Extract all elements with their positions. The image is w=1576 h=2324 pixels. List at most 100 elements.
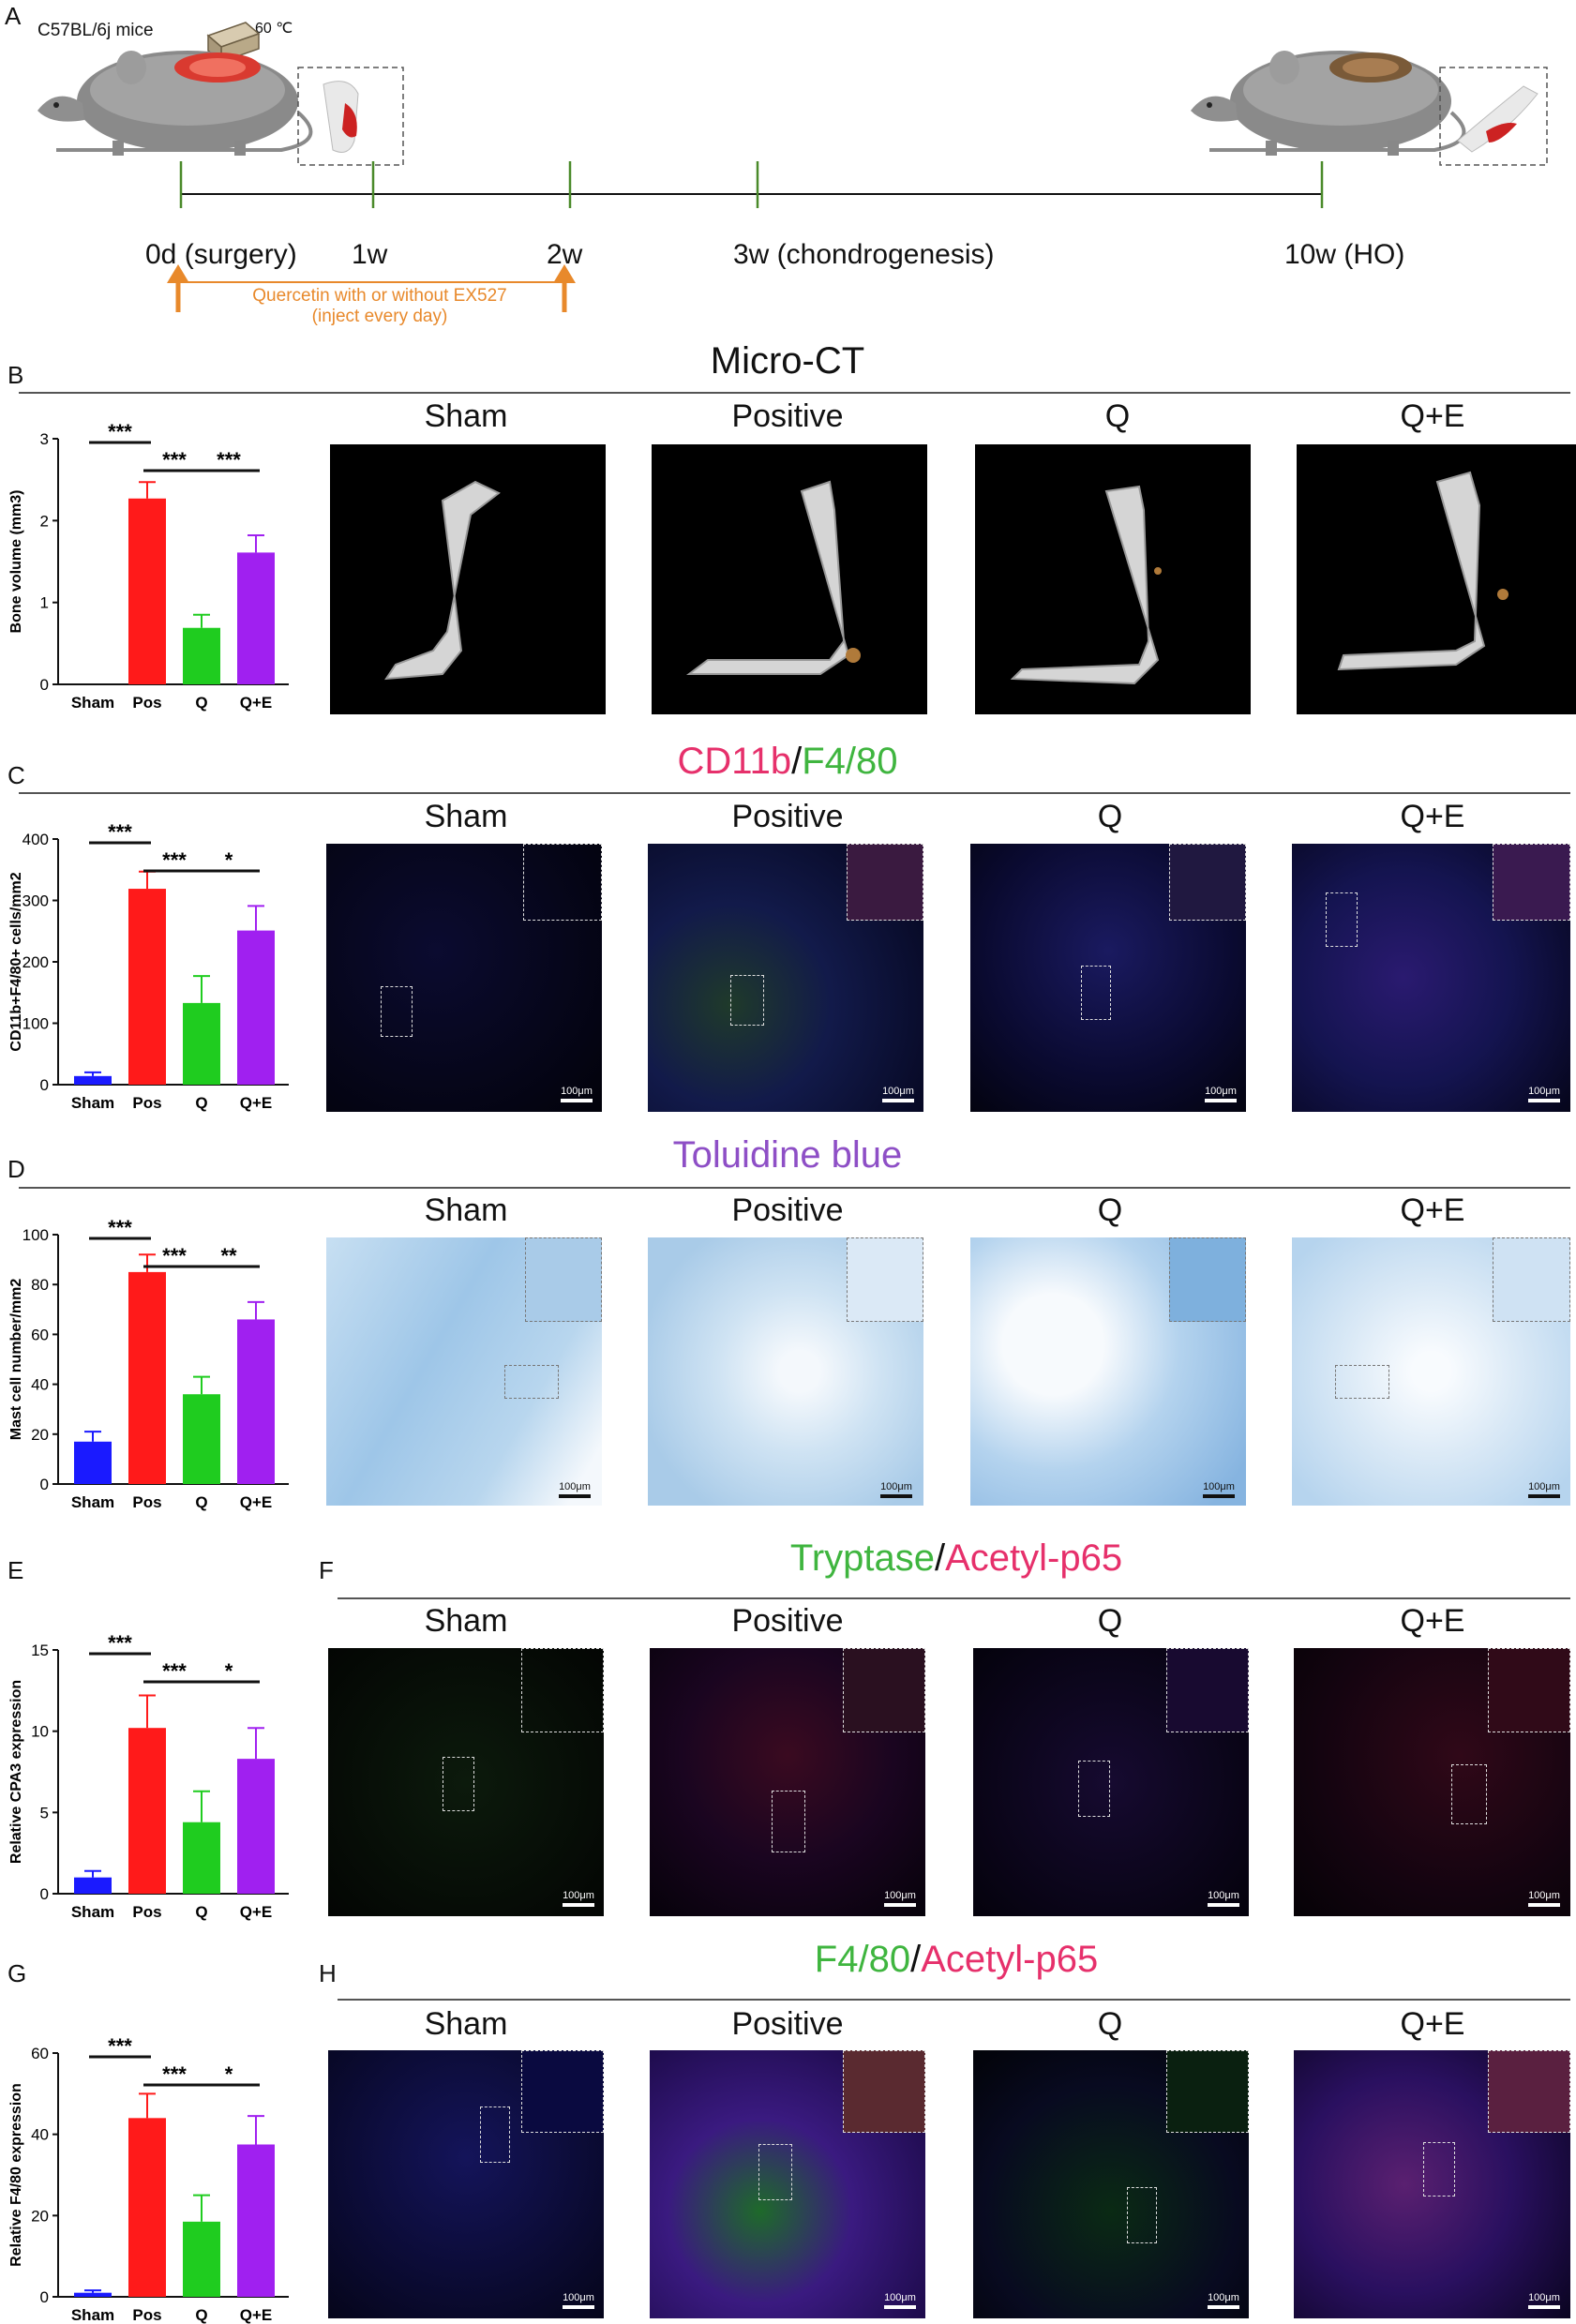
bar-pos bbox=[128, 1271, 166, 1484]
x-tick-label: Pos bbox=[132, 1493, 161, 1511]
bar-q bbox=[183, 1002, 220, 1085]
scale-label: 100μm bbox=[882, 1086, 914, 1097]
significance-label: * bbox=[225, 1659, 233, 1683]
scale-label: 100μm bbox=[563, 2292, 594, 2303]
fluor-image-q-c: 100μm bbox=[970, 844, 1246, 1112]
panel-label-h: H bbox=[319, 1959, 337, 1987]
significance-label: *** bbox=[162, 848, 187, 872]
y-tick-label: 2 bbox=[40, 512, 49, 530]
fluor-image-positive-h: 100μm bbox=[650, 2050, 925, 2318]
y-tick-label: 40 bbox=[31, 1376, 49, 1394]
y-tick-label: 0 bbox=[40, 2288, 49, 2306]
title-cd11b: CD11b bbox=[677, 741, 792, 782]
scale-label: 100μm bbox=[884, 1890, 916, 1901]
title-sep-c: / bbox=[791, 741, 803, 782]
divider-h bbox=[338, 1999, 1570, 2001]
x-tick-label: Sham bbox=[71, 2306, 114, 2324]
scale-label: 100μm bbox=[559, 1481, 591, 1492]
x-tick-label: Q bbox=[195, 1493, 207, 1511]
bar-sham bbox=[74, 1075, 112, 1085]
bar-q bbox=[183, 1822, 220, 1894]
header-sham-d: Sham bbox=[424, 1192, 508, 1228]
chart-f480-expression: 0 20 40 60 Relative F4/80 expression Sham Pos Q… bbox=[8, 2034, 289, 2324]
header-sham-b: Sham bbox=[424, 398, 508, 434]
significance-label: *** bbox=[108, 420, 132, 443]
x-tick-label: Sham bbox=[71, 1493, 114, 1511]
scale-label: 100μm bbox=[1528, 1086, 1560, 1097]
fluor-image-positive-f: 100μm bbox=[650, 1648, 925, 1916]
bar-qee bbox=[237, 552, 275, 684]
fluor-image-positive-c: 100μm bbox=[648, 844, 923, 1112]
bar-q bbox=[183, 1394, 220, 1484]
significance-label: *** bbox=[162, 448, 187, 472]
divider-b bbox=[19, 392, 1570, 394]
y-tick-label: 10 bbox=[31, 1723, 49, 1741]
header-positive-d: Positive bbox=[731, 1192, 844, 1228]
title-sep-h: / bbox=[910, 1939, 922, 1980]
x-tick-label: Q bbox=[195, 1903, 207, 1921]
x-tick-label: Q bbox=[195, 2306, 207, 2324]
mouse-left-icon bbox=[38, 51, 313, 156]
bar-pos bbox=[128, 1728, 166, 1894]
section-title-f480: F4/80/Acetyl-p65 bbox=[694, 1939, 1219, 1981]
fluor-image-sham-c: 100μm bbox=[326, 844, 602, 1112]
divider-c bbox=[19, 792, 1570, 794]
temperature-label: 60 ℃ bbox=[255, 21, 293, 37]
bar-qee bbox=[237, 1759, 275, 1894]
y-tick-label: 300 bbox=[23, 892, 49, 910]
x-tick-label: Pos bbox=[132, 694, 161, 712]
toluidine-image-q: 100μm bbox=[970, 1237, 1246, 1506]
bar-sham bbox=[74, 2292, 112, 2297]
microct-image-qe bbox=[1297, 444, 1576, 714]
y-tick-label: 0 bbox=[40, 1076, 49, 1094]
panel-label-f: F bbox=[319, 1556, 334, 1584]
timeline-diagram bbox=[38, 22, 1548, 312]
mouse-right-icon bbox=[1191, 51, 1466, 156]
panel-label-a: A bbox=[5, 2, 22, 30]
panel-label-d: D bbox=[8, 1155, 25, 1183]
fluor-image-sham-h: 100μm bbox=[328, 2050, 604, 2318]
scale-label: 100μm bbox=[1528, 1481, 1560, 1492]
toluidine-image-qe: 100μm bbox=[1292, 1237, 1570, 1506]
chart-cd11b-cells: 0 100 200 300 400 CD11b+F4/80+ cells/mm2 Sham P… bbox=[8, 820, 289, 1112]
y-axis-label: Bone volume (mm3) bbox=[8, 490, 24, 634]
fluor-image-sham-f: 100μm bbox=[328, 1648, 604, 1916]
y-axis-label: Relative F4/80 expression bbox=[8, 2083, 24, 2267]
bar-sham bbox=[74, 1877, 112, 1894]
x-tick-label: Sham bbox=[71, 694, 114, 712]
y-axis-label: Mast cell number/mm2 bbox=[8, 1279, 24, 1441]
timeline-point-4: 10w (HO) bbox=[1284, 239, 1405, 270]
panel-label-c: C bbox=[8, 761, 25, 789]
divider-d bbox=[19, 1187, 1570, 1189]
bar-pos bbox=[128, 889, 166, 1085]
scale-label: 100μm bbox=[880, 1481, 912, 1492]
significance-label: *** bbox=[108, 1631, 132, 1655]
treatment-label-1: Quercetin with or without EX527 bbox=[252, 286, 507, 306]
section-title-micro-ct: Micro-CT bbox=[710, 340, 865, 382]
header-sham-f: Sham bbox=[424, 1603, 508, 1639]
toluidine-image-sham: 100μm bbox=[326, 1237, 602, 1506]
y-axis-label: CD11b+F4/80+ cells/mm2 bbox=[8, 872, 24, 1051]
scale-label: 100μm bbox=[563, 1890, 594, 1901]
x-tick-label: Q bbox=[195, 694, 207, 712]
y-tick-label: 80 bbox=[31, 1276, 49, 1294]
bar-qee bbox=[237, 2144, 275, 2297]
header-sham-h: Sham bbox=[424, 2006, 508, 2042]
bar-qee bbox=[237, 1319, 275, 1484]
x-tick-label: Pos bbox=[132, 1903, 161, 1921]
bar-q bbox=[183, 627, 220, 684]
y-tick-label: 0 bbox=[40, 1476, 49, 1493]
x-tick-label: Q+E bbox=[240, 2306, 273, 2324]
significance-label: * bbox=[225, 848, 233, 872]
y-tick-label: 5 bbox=[40, 1804, 49, 1822]
significance-label: *** bbox=[217, 448, 241, 472]
header-positive-f: Positive bbox=[731, 1603, 844, 1639]
header-qe-b: Q+E bbox=[1400, 398, 1465, 434]
header-q-f: Q bbox=[1097, 1603, 1123, 1639]
x-tick-label: Q bbox=[195, 1094, 207, 1112]
y-tick-label: 15 bbox=[31, 1642, 49, 1659]
y-tick-label: 40 bbox=[31, 2126, 49, 2144]
timeline-point-2: 2w bbox=[547, 239, 583, 270]
title-f480-h: F4/80 bbox=[814, 1939, 911, 1980]
bar-q bbox=[183, 2221, 220, 2297]
